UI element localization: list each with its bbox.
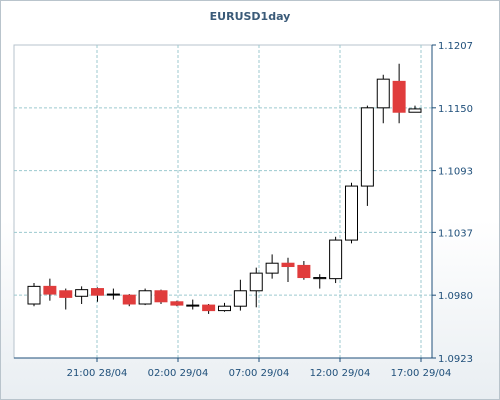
candle xyxy=(408,105,422,113)
x-tick-label: 17:00 29/04 xyxy=(391,368,452,379)
candle-body xyxy=(249,272,263,292)
candle xyxy=(43,278,57,301)
candle xyxy=(75,286,89,304)
candle-body xyxy=(218,305,231,312)
candle xyxy=(360,105,374,206)
candle xyxy=(59,288,73,310)
candle-body xyxy=(43,285,57,295)
candle xyxy=(106,288,120,300)
x-tick-label: 07:00 29/04 xyxy=(229,368,290,379)
candle-body xyxy=(376,78,390,109)
candle-body xyxy=(392,80,406,113)
x-tick-label: 21:00 28/04 xyxy=(67,368,128,379)
candle xyxy=(122,294,136,307)
candle xyxy=(376,74,390,124)
grid-layer xyxy=(14,45,432,358)
candle-body xyxy=(265,262,279,274)
candle xyxy=(313,274,327,289)
candle-body xyxy=(281,262,295,268)
candle xyxy=(265,254,279,279)
candle xyxy=(281,257,295,282)
candle-body xyxy=(59,290,73,298)
candle-layer xyxy=(27,63,422,314)
candle-body xyxy=(154,290,168,303)
candle-body xyxy=(106,293,120,296)
chart-title: EURUSD1day xyxy=(209,10,291,23)
candle-body xyxy=(27,285,41,305)
y-tick-label: 1.0980 xyxy=(438,291,473,302)
candle-body xyxy=(313,277,327,280)
candle-body xyxy=(408,108,422,113)
candle-body xyxy=(360,107,374,187)
candle-body xyxy=(297,264,311,279)
candle xyxy=(345,182,358,244)
candle-body xyxy=(186,304,200,307)
candle-body xyxy=(345,185,358,241)
y-tick-label: 1.1207 xyxy=(438,41,473,52)
candle-body xyxy=(170,301,184,306)
candle xyxy=(233,279,247,311)
candle xyxy=(138,288,152,306)
candle-body xyxy=(138,290,152,305)
y-tick-label: 1.0923 xyxy=(438,354,473,365)
candle-body xyxy=(75,289,89,297)
candle xyxy=(329,236,343,284)
x-tick-label: 02:00 29/04 xyxy=(148,368,209,379)
candle-body xyxy=(329,239,343,280)
candle xyxy=(154,289,168,304)
candle xyxy=(91,287,104,302)
x-tick-label: 12:00 29/04 xyxy=(310,368,371,379)
candle xyxy=(297,261,311,280)
candle xyxy=(218,302,231,312)
candle-body xyxy=(122,294,136,305)
candle-body xyxy=(91,288,104,296)
candle-body xyxy=(233,290,247,307)
candle-body xyxy=(202,304,216,312)
candle xyxy=(249,267,263,308)
y-tick-label: 1.1037 xyxy=(438,228,473,239)
candle xyxy=(202,303,216,314)
axis-layer: 1.1207 1.1150 1.1093 1.1037 1.0980 1.0923 21:0… xyxy=(14,41,473,379)
y-tick-label: 1.1150 xyxy=(438,104,473,115)
y-tick-label: 1.1093 xyxy=(438,167,473,178)
candle xyxy=(27,283,41,307)
candle xyxy=(186,299,200,310)
candle xyxy=(392,63,406,124)
candle xyxy=(170,300,184,307)
